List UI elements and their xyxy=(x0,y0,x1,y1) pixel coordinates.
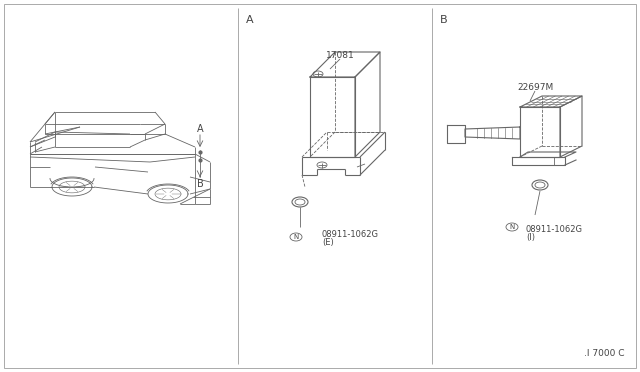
Text: N: N xyxy=(293,234,299,240)
Text: (I): (I) xyxy=(526,232,535,241)
Text: N: N xyxy=(509,224,515,230)
Text: 17081: 17081 xyxy=(326,51,355,60)
Text: A: A xyxy=(196,124,204,134)
Ellipse shape xyxy=(292,197,308,207)
Text: B: B xyxy=(196,179,204,189)
Ellipse shape xyxy=(532,180,548,190)
Text: B: B xyxy=(440,15,447,25)
Text: 22697M: 22697M xyxy=(517,83,553,92)
Text: 08911-1062G: 08911-1062G xyxy=(322,230,379,238)
Text: A: A xyxy=(246,15,253,25)
Text: 08911-1062G: 08911-1062G xyxy=(526,224,583,234)
Text: (E): (E) xyxy=(322,237,333,247)
Text: .I 7000 C: .I 7000 C xyxy=(584,350,625,359)
